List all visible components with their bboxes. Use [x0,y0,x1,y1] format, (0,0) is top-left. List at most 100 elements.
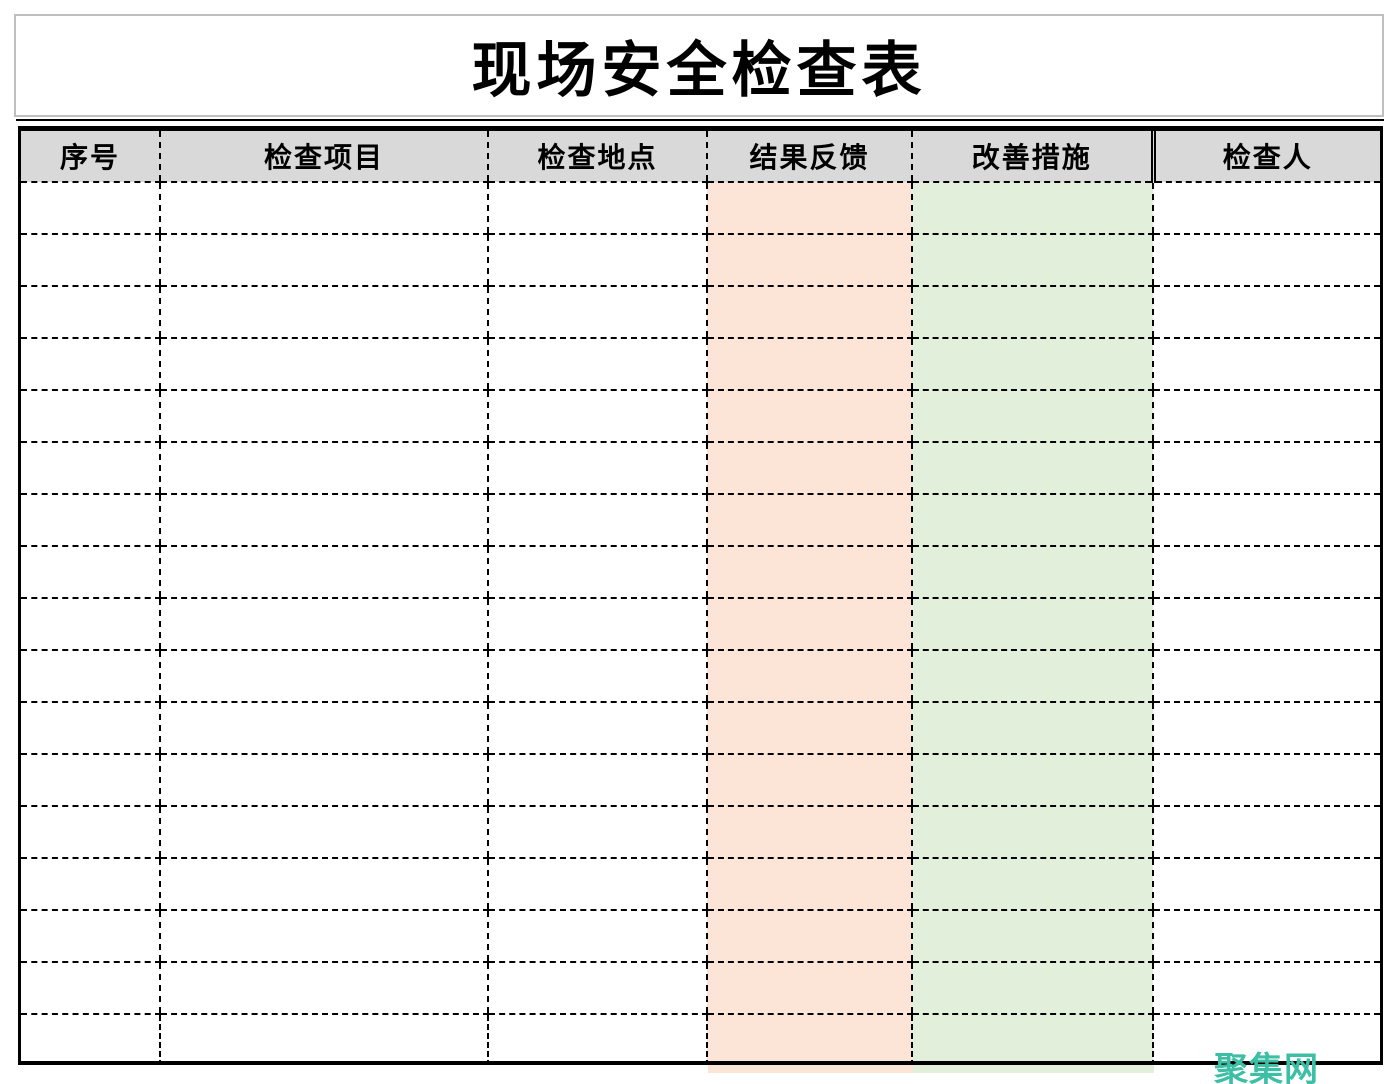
cell-location-row-14[interactable] [487,858,707,911]
cell-index-row-3[interactable] [21,286,160,339]
cell-measure-row-15[interactable] [911,910,1153,963]
cell-index-row-9[interactable] [21,598,160,651]
cell-index-row-8[interactable] [21,546,160,599]
cell-inspector-row-16[interactable] [1152,962,1380,1015]
cell-measure-row-5[interactable] [911,390,1153,443]
cell-inspector-row-3[interactable] [1152,286,1380,339]
cell-location-row-12[interactable] [487,754,707,807]
cell-location-row-9[interactable] [487,598,707,651]
cell-item-row-17[interactable] [159,1014,488,1061]
cell-inspector-row-5[interactable] [1152,390,1380,443]
cell-result-row-12[interactable] [706,754,912,807]
cell-measure-row-4[interactable] [911,338,1153,391]
cell-location-row-5[interactable] [487,390,707,443]
cell-item-row-7[interactable] [159,494,488,547]
cell-location-row-4[interactable] [487,338,707,391]
cell-index-row-16[interactable] [21,962,160,1015]
cell-result-row-6[interactable] [706,442,912,495]
cell-location-row-11[interactable] [487,702,707,755]
cell-index-row-13[interactable] [21,806,160,859]
cell-result-row-7[interactable] [706,494,912,547]
cell-result-row-2[interactable] [706,234,912,287]
cell-measure-row-12[interactable] [911,754,1153,807]
cell-index-row-7[interactable] [21,494,160,547]
cell-inspector-row-4[interactable] [1152,338,1380,391]
cell-index-row-6[interactable] [21,442,160,495]
cell-measure-row-2[interactable] [911,234,1153,287]
cell-index-row-4[interactable] [21,338,160,391]
cell-inspector-row-14[interactable] [1152,858,1380,911]
cell-item-row-9[interactable] [159,598,488,651]
cell-item-row-6[interactable] [159,442,488,495]
cell-result-row-4[interactable] [706,338,912,391]
cell-item-row-5[interactable] [159,390,488,443]
cell-item-row-1[interactable] [159,182,488,235]
cell-location-row-1[interactable] [487,182,707,235]
cell-inspector-row-13[interactable] [1152,806,1380,859]
cell-result-row-1[interactable] [706,182,912,235]
cell-inspector-row-11[interactable] [1152,702,1380,755]
cell-location-row-2[interactable] [487,234,707,287]
cell-measure-row-16[interactable] [911,962,1153,1015]
cell-item-row-14[interactable] [159,858,488,911]
cell-location-row-3[interactable] [487,286,707,339]
cell-measure-row-8[interactable] [911,546,1153,599]
cell-inspector-row-1[interactable] [1152,182,1380,235]
cell-index-row-12[interactable] [21,754,160,807]
cell-index-row-11[interactable] [21,702,160,755]
cell-measure-row-3[interactable] [911,286,1153,339]
cell-item-row-11[interactable] [159,702,488,755]
cell-result-row-9[interactable] [706,598,912,651]
cell-item-row-10[interactable] [159,650,488,703]
cell-result-row-14[interactable] [706,858,912,911]
cell-measure-row-17[interactable] [911,1014,1153,1061]
cell-measure-row-9[interactable] [911,598,1153,651]
cell-index-row-15[interactable] [21,910,160,963]
cell-location-row-7[interactable] [487,494,707,547]
cell-index-row-14[interactable] [21,858,160,911]
cell-result-row-3[interactable] [706,286,912,339]
cell-item-row-16[interactable] [159,962,488,1015]
cell-inspector-row-8[interactable] [1152,546,1380,599]
cell-inspector-row-9[interactable] [1152,598,1380,651]
cell-item-row-15[interactable] [159,910,488,963]
cell-item-row-3[interactable] [159,286,488,339]
cell-item-row-13[interactable] [159,806,488,859]
cell-item-row-12[interactable] [159,754,488,807]
cell-result-row-8[interactable] [706,546,912,599]
cell-item-row-2[interactable] [159,234,488,287]
cell-measure-row-10[interactable] [911,650,1153,703]
cell-index-row-17[interactable] [21,1014,160,1061]
cell-location-row-8[interactable] [487,546,707,599]
cell-location-row-6[interactable] [487,442,707,495]
cell-inspector-row-7[interactable] [1152,494,1380,547]
cell-result-row-15[interactable] [706,910,912,963]
cell-location-row-17[interactable] [487,1014,707,1061]
cell-result-row-13[interactable] [706,806,912,859]
cell-index-row-5[interactable] [21,390,160,443]
cell-result-row-17[interactable] [706,1014,912,1061]
cell-measure-row-1[interactable] [911,182,1153,235]
cell-result-row-11[interactable] [706,702,912,755]
cell-index-row-1[interactable] [21,182,160,235]
cell-measure-row-13[interactable] [911,806,1153,859]
cell-item-row-4[interactable] [159,338,488,391]
cell-index-row-2[interactable] [21,234,160,287]
cell-index-row-10[interactable] [21,650,160,703]
cell-location-row-15[interactable] [487,910,707,963]
cell-result-row-5[interactable] [706,390,912,443]
cell-result-row-10[interactable] [706,650,912,703]
cell-inspector-row-12[interactable] [1152,754,1380,807]
cell-inspector-row-17[interactable] [1152,1014,1380,1061]
cell-inspector-row-10[interactable] [1152,650,1380,703]
cell-location-row-16[interactable] [487,962,707,1015]
cell-measure-row-6[interactable] [911,442,1153,495]
cell-result-row-16[interactable] [706,962,912,1015]
cell-measure-row-7[interactable] [911,494,1153,547]
cell-inspector-row-6[interactable] [1152,442,1380,495]
cell-measure-row-14[interactable] [911,858,1153,911]
cell-location-row-10[interactable] [487,650,707,703]
cell-location-row-13[interactable] [487,806,707,859]
cell-inspector-row-2[interactable] [1152,234,1380,287]
cell-inspector-row-15[interactable] [1152,910,1380,963]
